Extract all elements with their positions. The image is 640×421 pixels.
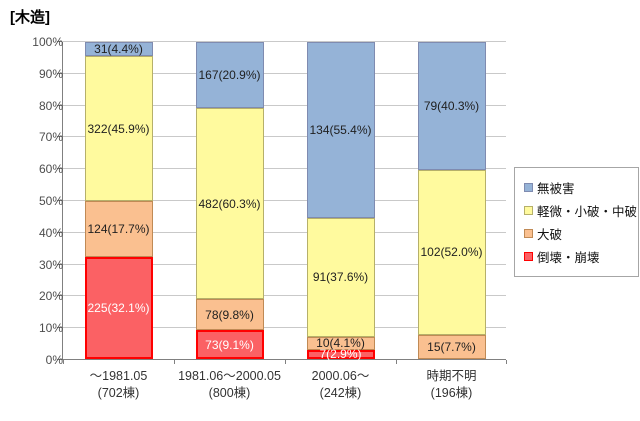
bar-segment: 225(32.1%) (84, 257, 153, 359)
bar-segment: 78(9.8%) (195, 299, 264, 331)
gridline (63, 168, 506, 170)
gridline (63, 327, 506, 329)
bar-segment: 91(37.6%) (306, 217, 375, 337)
x-axis-tick (63, 360, 64, 364)
legend-swatch-icon (524, 229, 533, 238)
stacked-bar: 167(20.9%) 482(60.3%) 78(9.8%) 73(9.1%) (195, 42, 264, 359)
y-axis-label: 20% (38, 289, 63, 304)
gridline (63, 200, 506, 201)
x-axis-category-label: 2000.06～ (242棟) (285, 368, 396, 402)
category-count: (242棟) (319, 386, 362, 400)
y-axis-label: 40% (38, 225, 63, 240)
gridline (63, 104, 506, 106)
x-axis-category-label: 1981.06～2000.05 (800棟) (174, 368, 285, 402)
legend-item: 大破 (524, 222, 630, 245)
legend-swatch-icon (524, 183, 533, 192)
bar-segment: 102(52.0%) (417, 169, 486, 335)
gridline (63, 72, 506, 74)
gridline (63, 231, 506, 233)
bar-segment: 482(60.3%) (195, 108, 264, 300)
legend-label: 軽微・小破・中破 (537, 205, 638, 219)
bar-segment: 322(45.9%) (84, 55, 153, 202)
y-axis-label: 50% (38, 194, 63, 208)
y-axis-label: 30% (38, 257, 63, 272)
category-period: 1981.06～2000.05 (178, 369, 281, 383)
y-axis-label: 10% (38, 321, 63, 336)
category-count: (196棟) (430, 386, 473, 400)
gridline (63, 263, 506, 265)
legend-label: 倒壊・崩壊 (537, 251, 600, 265)
y-axis-tick (57, 231, 62, 233)
y-axis-tick (57, 200, 62, 201)
category-count: (800棟) (208, 386, 251, 400)
bar-segment: 167(20.9%) (195, 42, 264, 109)
bar-segment: 79(40.3%) (417, 42, 486, 170)
y-axis-tick (57, 327, 62, 329)
plot-area: 0% 10% 20% 30% 40% 50% 60% 70% 80% 90% 100% 31(4.4%… (32, 35, 507, 400)
y-axis-label: 60% (38, 162, 63, 177)
legend-label: 無被害 (537, 182, 575, 196)
category-period: ～1981.05 (89, 369, 148, 383)
y-axis-label: 90% (38, 66, 63, 81)
x-axis-tick (174, 360, 175, 364)
y-axis-tick (57, 168, 62, 170)
y-axis-tick (57, 359, 62, 360)
gridline (63, 136, 506, 138)
y-axis-tick (57, 72, 62, 74)
category-period: 2000.06～ (311, 369, 370, 383)
y-axis-label: 0% (45, 353, 63, 367)
x-axis-category-label: ～1981.05 (702棟) (63, 368, 174, 402)
gridline (63, 295, 506, 297)
legend-swatch-icon (524, 206, 533, 215)
x-axis-tick (506, 360, 507, 364)
gridline (63, 41, 506, 42)
y-axis-tick (57, 263, 62, 265)
bar-segment: 134(55.4%) (306, 42, 375, 218)
y-axis-label: 80% (38, 98, 63, 113)
bar-segment: 10(4.1%) (306, 336, 375, 350)
x-axis-tick (285, 360, 286, 364)
x-axis-tick (396, 360, 397, 364)
stacked-bar: 134(55.4%) 91(37.6%) 10(4.1%) 7(2.9%) (306, 42, 375, 361)
bar-segment: 31(4.4%) (84, 42, 153, 56)
legend-item: 倒壊・崩壊 (524, 245, 630, 268)
chart-title: [木造] (10, 9, 50, 26)
legend-item: 軽微・小破・中破 (524, 199, 637, 222)
y-axis-label: 100% (32, 35, 63, 49)
legend-label: 大破 (537, 228, 563, 242)
bar-segment: 15(7.7%) (417, 334, 486, 359)
stacked-bar: 31(4.4%) 322(45.9%) 124(17.7%) 225(32.1%) (84, 42, 153, 359)
bar-segment: 7(2.9%) (306, 347, 375, 361)
y-axis-tick (57, 295, 62, 297)
y-axis-tick (57, 136, 62, 138)
category-period: 時期不明 (426, 369, 477, 383)
bar-segment: 124(17.7%) (84, 201, 153, 258)
y-axis-label: 70% (38, 130, 63, 145)
x-axis-category-label: 時期不明 (196棟) (396, 368, 507, 402)
legend-swatch-icon (524, 252, 533, 261)
bar-segment: 73(9.1%) (195, 330, 264, 359)
y-axis-tick (57, 104, 62, 106)
y-axis-tick (57, 41, 62, 42)
stacked-bar: 79(40.3%) 102(52.0%) 15(7.7%) (417, 42, 486, 359)
legend-item: 無被害 (524, 176, 630, 199)
legend: 無被害軽微・小破・中破 大破倒壊・崩壊 (514, 167, 639, 277)
category-count: (702棟) (97, 386, 140, 400)
